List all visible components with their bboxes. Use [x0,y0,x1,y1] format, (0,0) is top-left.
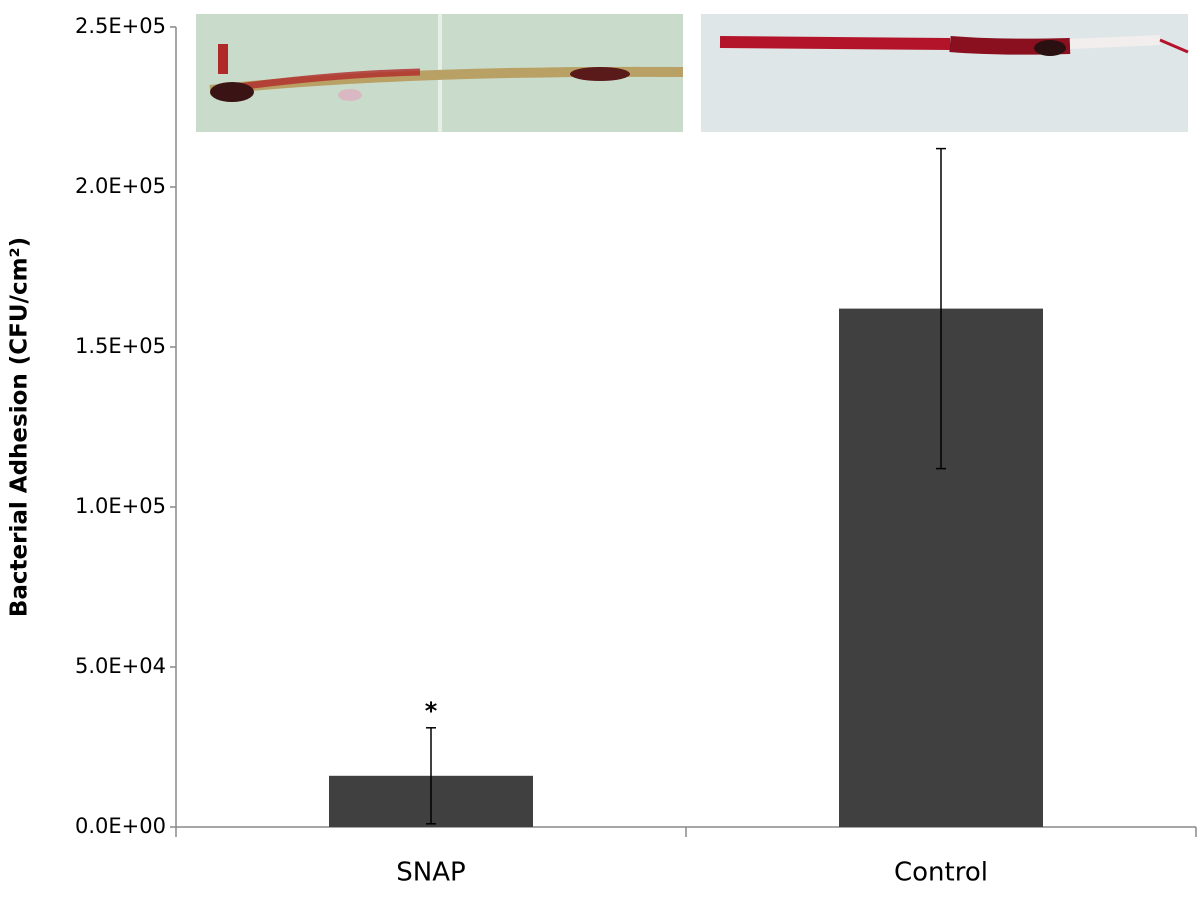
x-tick-label: Control [894,858,988,888]
y-tick-label: 1.5E+05 [75,334,166,358]
y-tick-label: 5.0E+04 [75,654,166,678]
photo-control [701,14,1189,132]
y-axis-title: Bacterial Adhesion (CFU/cm²) [7,237,33,617]
y-tick-label: 1.0E+05 [75,494,166,518]
y-tick-label: 2.0E+05 [75,174,166,198]
y-tick-label: 0.0E+00 [75,814,166,838]
photo-snap [196,14,684,132]
y-tick-label: 2.5E+05 [75,14,166,38]
x-tick-label: SNAP [396,858,465,888]
annotation: * [425,697,438,725]
